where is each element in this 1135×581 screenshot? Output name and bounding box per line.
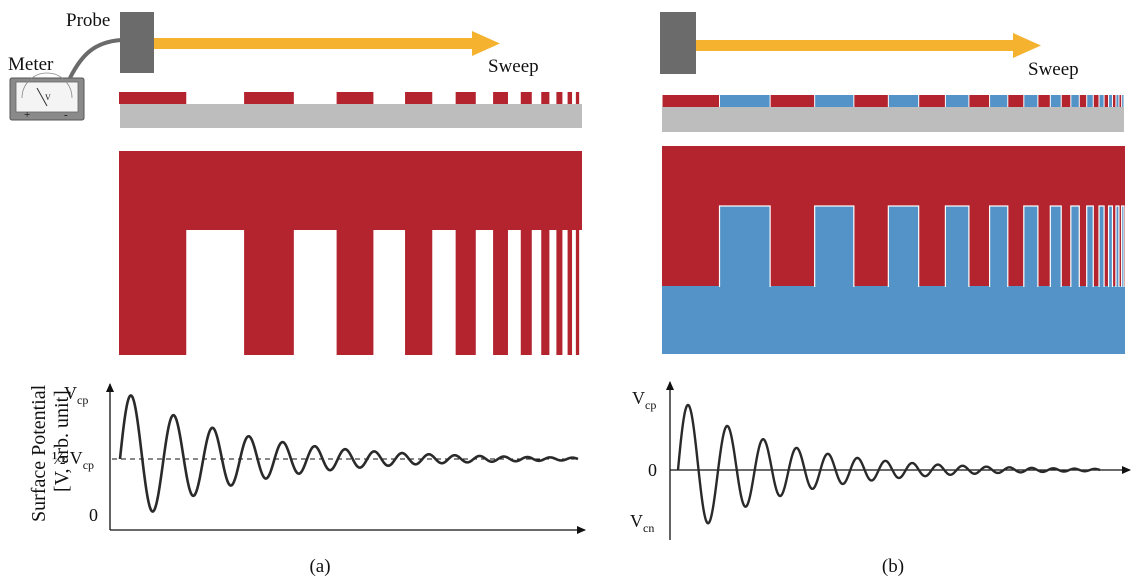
comb-finger-a: [455, 229, 476, 355]
strip-segment-b: [1116, 95, 1119, 107]
strip-segment-b: [945, 95, 969, 107]
tick-half-vcp-a: ½ Vcp: [52, 448, 94, 472]
meter-label: Meter: [8, 54, 54, 75]
y-axis-unit: [V, arb. unit]: [51, 390, 73, 492]
tick-zero-b: 0: [648, 460, 657, 480]
strip-segment-b: [662, 95, 720, 107]
blue-finger-b: [1107, 205, 1114, 289]
meter-v-glyph: V: [45, 93, 51, 102]
tick-zero-a: 0: [89, 505, 98, 525]
y-axis-title: Surface Potential: [28, 384, 50, 522]
strip-finger-a: [541, 92, 550, 104]
tick-vcn-b: Vcn: [630, 511, 654, 535]
strip-segment-b: [1112, 95, 1116, 107]
tick-vcp-a: Vcp: [64, 383, 88, 407]
strip-segment-b: [770, 95, 815, 107]
comb-finger-a: [244, 229, 294, 355]
strip-segment-b: [1061, 95, 1071, 107]
meter-icon: V + -: [9, 72, 85, 121]
comb-finger-a: [520, 229, 532, 355]
strip-segment-b: [1038, 95, 1050, 107]
strip-segment-b: [1109, 95, 1112, 107]
caption-b: (b): [882, 556, 904, 577]
side-view-strip-b: [662, 95, 1124, 107]
strip-segment-b: [1122, 95, 1124, 107]
blue-finger-b: [1115, 205, 1120, 289]
comb-finger-a: [541, 229, 550, 355]
panel-a: V + - Meter Probe Sweep Surface P: [8, 10, 586, 577]
comb-electrode-a: [119, 151, 582, 355]
blue-finger-b: [1098, 205, 1105, 289]
substrate-a: [120, 104, 582, 128]
sweep-label-b: Sweep: [1028, 59, 1079, 80]
strip-finger-a: [455, 92, 476, 104]
blue-finger-b: [814, 205, 855, 289]
strip-segment-b: [1079, 95, 1087, 107]
strip-segment-b: [720, 95, 770, 107]
meter-plus-glyph: +: [24, 109, 30, 121]
side-view-strip-a: [119, 92, 580, 104]
blue-finger-b: [1070, 205, 1080, 289]
strip-segment-b: [919, 95, 945, 107]
caption-a: (a): [309, 556, 330, 577]
blue-finger-b: [1023, 205, 1039, 289]
comb-finger-a: [119, 229, 187, 355]
comb-finger-a: [336, 229, 374, 355]
surface-potential-curve-a: [118, 394, 579, 513]
probe-block-a: [120, 12, 154, 73]
strip-segment-b: [1093, 95, 1099, 107]
probe-block-b: [660, 12, 696, 74]
strip-finger-a: [493, 92, 508, 104]
comb-finger-a: [405, 229, 433, 355]
blue-finger-b: [1049, 205, 1062, 289]
sweep-label-a: Sweep: [488, 56, 539, 77]
comb-finger-a: [493, 229, 508, 355]
blue-finger-b: [944, 205, 970, 289]
comb-finger-a: [556, 229, 563, 355]
strip-finger-a: [119, 92, 187, 104]
strip-segment-b: [854, 95, 888, 107]
plot-axes-b: [666, 381, 1131, 540]
strip-segment-b: [888, 95, 919, 107]
strip-finger-a: [336, 92, 374, 104]
strip-segment-b: [815, 95, 854, 107]
blue-finger-b: [887, 205, 920, 289]
blue-backbone-cover-b: [662, 287, 1125, 354]
strip-segment-b: [1099, 95, 1104, 107]
probe-cable: [68, 38, 122, 79]
surface-potential-curve-b: [676, 403, 1101, 525]
strip-segment-b: [1071, 95, 1079, 107]
blue-finger-b: [1086, 205, 1094, 289]
blue-finger-b: [988, 205, 1009, 289]
blue-finger-b: [718, 205, 771, 289]
sweep-arrow-b: [696, 33, 1041, 58]
strip-segment-b: [1008, 95, 1024, 107]
strip-segment-b: [1087, 95, 1093, 107]
strip-segment-b: [1050, 95, 1061, 107]
comb-finger-a: [567, 229, 573, 355]
strip-finger-a: [567, 92, 573, 104]
strip-finger-a: [556, 92, 563, 104]
strip-finger-a: [244, 92, 294, 104]
tick-vcp-b: Vcp: [632, 388, 656, 412]
strip-finger-a: [520, 92, 532, 104]
comb-backbone-a: [119, 151, 582, 230]
comb-finger-a: [575, 229, 580, 355]
panel-b: Sweep Vcp 0 Vcn (b): [630, 12, 1131, 577]
interdigitated-electrodes-b: [662, 146, 1125, 354]
meter-minus-glyph: -: [64, 109, 68, 121]
probe-label: Probe: [66, 10, 110, 31]
substrate-b: [662, 107, 1124, 132]
blue-finger-b: [1121, 205, 1125, 289]
strip-finger-a: [405, 92, 433, 104]
sweep-arrow-a: [154, 31, 500, 56]
strip-segment-b: [1119, 95, 1122, 107]
strip-segment-b: [990, 95, 1008, 107]
strip-segment-b: [969, 95, 990, 107]
strip-finger-a: [575, 92, 580, 104]
strip-segment-b: [1024, 95, 1038, 107]
strip-segment-b: [1104, 95, 1109, 107]
plot-axes-a: [106, 383, 586, 534]
